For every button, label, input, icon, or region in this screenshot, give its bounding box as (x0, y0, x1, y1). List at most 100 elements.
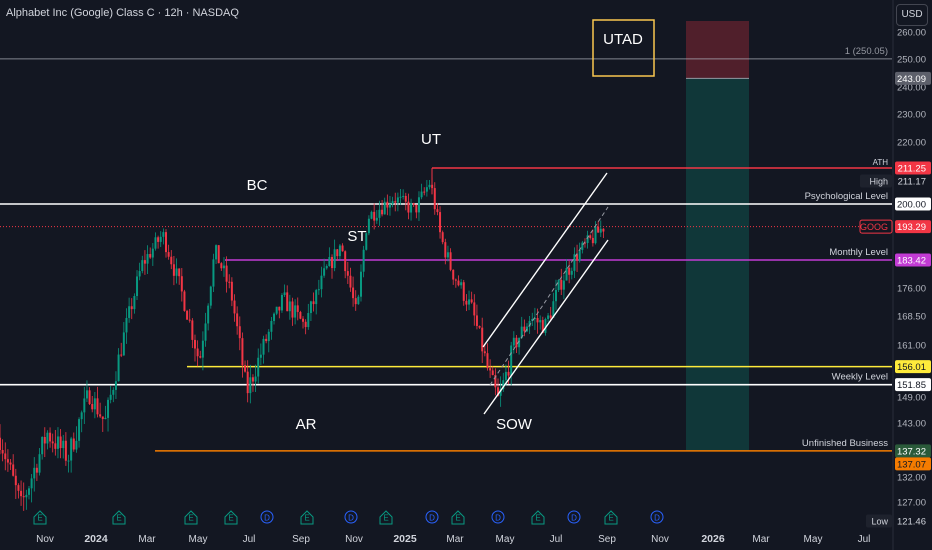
candle (320, 266, 323, 298)
earnings-icon: E (224, 510, 238, 525)
event-letter: E (535, 514, 540, 523)
candle-body (83, 398, 86, 413)
candle (323, 258, 326, 278)
candle-body (520, 326, 523, 338)
earnings-badge-shape (224, 510, 238, 525)
candle (236, 306, 239, 335)
earnings-icon: E (300, 510, 314, 525)
candle (117, 348, 120, 382)
candle (317, 279, 320, 295)
candle (420, 183, 423, 200)
price-tag: 156.01 (895, 360, 931, 374)
candle (328, 247, 331, 267)
candle-body (72, 438, 75, 450)
earnings-icon: E (184, 510, 198, 525)
candle-body (209, 286, 212, 306)
price-channel (482, 172, 609, 415)
candle (302, 316, 305, 329)
candle-body (38, 454, 41, 473)
candle (101, 416, 104, 432)
price-tag-bg (895, 457, 931, 471)
candle-body (497, 387, 500, 396)
candle-body (507, 371, 510, 376)
channel-mid-line (489, 206, 609, 386)
candle (38, 448, 41, 476)
candle-body (278, 306, 281, 311)
candle (220, 262, 223, 271)
candle (165, 229, 168, 258)
candle (254, 364, 257, 392)
y-tick-label: 127.00 (897, 498, 926, 509)
candle (225, 256, 228, 293)
event-letter: D (654, 514, 660, 523)
candle (4, 442, 7, 471)
candle (280, 293, 283, 313)
dividend-icon: D (491, 510, 505, 524)
candle-body (46, 432, 49, 444)
candle (130, 298, 133, 320)
annotation-utad: UTAD (603, 31, 643, 48)
candle-body (491, 370, 494, 376)
candle (415, 204, 418, 219)
price-tag-bg (895, 378, 931, 392)
candle-body (220, 263, 223, 269)
candle (449, 248, 452, 272)
channel-upper-line (482, 172, 608, 348)
candle (386, 194, 389, 216)
candle-body (265, 338, 268, 342)
candle (581, 240, 584, 254)
x-tick-label: 2025 (393, 533, 417, 545)
candle-body (286, 292, 289, 312)
candle (212, 253, 215, 292)
dividend-icon: D (260, 510, 274, 524)
earnings-badge-shape (184, 510, 198, 525)
candle (270, 317, 273, 340)
candle-body (386, 201, 389, 208)
channel-lower-line (483, 239, 609, 415)
candle (193, 334, 196, 362)
candle-body (388, 204, 391, 208)
candle-body (273, 313, 276, 321)
candle (83, 386, 86, 425)
annotation-st: ST (347, 228, 366, 245)
candle-body (359, 271, 362, 297)
candle (549, 306, 552, 322)
x-tick-label: Sep (598, 534, 616, 545)
candle (560, 268, 563, 296)
candle-body (449, 252, 452, 270)
candle-body (457, 280, 460, 286)
candle (547, 312, 550, 323)
candle (283, 284, 286, 297)
candle (452, 269, 455, 285)
candle-body (225, 265, 228, 282)
candle (72, 432, 75, 452)
price-tag-bg (895, 514, 931, 528)
candle-body (515, 337, 518, 348)
x-tick-label: 2026 (701, 533, 725, 545)
candle (417, 191, 420, 222)
candle-body (583, 242, 586, 244)
y-tick-label: 168.50 (897, 312, 926, 323)
candle (591, 229, 594, 247)
candle (454, 278, 457, 288)
candle-body (130, 306, 133, 310)
candle-body (114, 381, 117, 390)
candle-body (186, 310, 189, 320)
candle (104, 405, 107, 420)
candle (502, 372, 505, 392)
candle (573, 247, 576, 278)
dividend-badge-shape (567, 510, 581, 524)
y-tick-label: 143.00 (897, 419, 926, 430)
candle-body (589, 235, 592, 238)
candle (367, 215, 370, 236)
candle-body (117, 354, 120, 382)
candle (25, 489, 28, 510)
candle (51, 433, 54, 453)
candle-body (352, 287, 355, 299)
currency-button[interactable]: USD (896, 4, 928, 26)
side-label-bg (860, 174, 892, 188)
candle-body (365, 233, 368, 250)
